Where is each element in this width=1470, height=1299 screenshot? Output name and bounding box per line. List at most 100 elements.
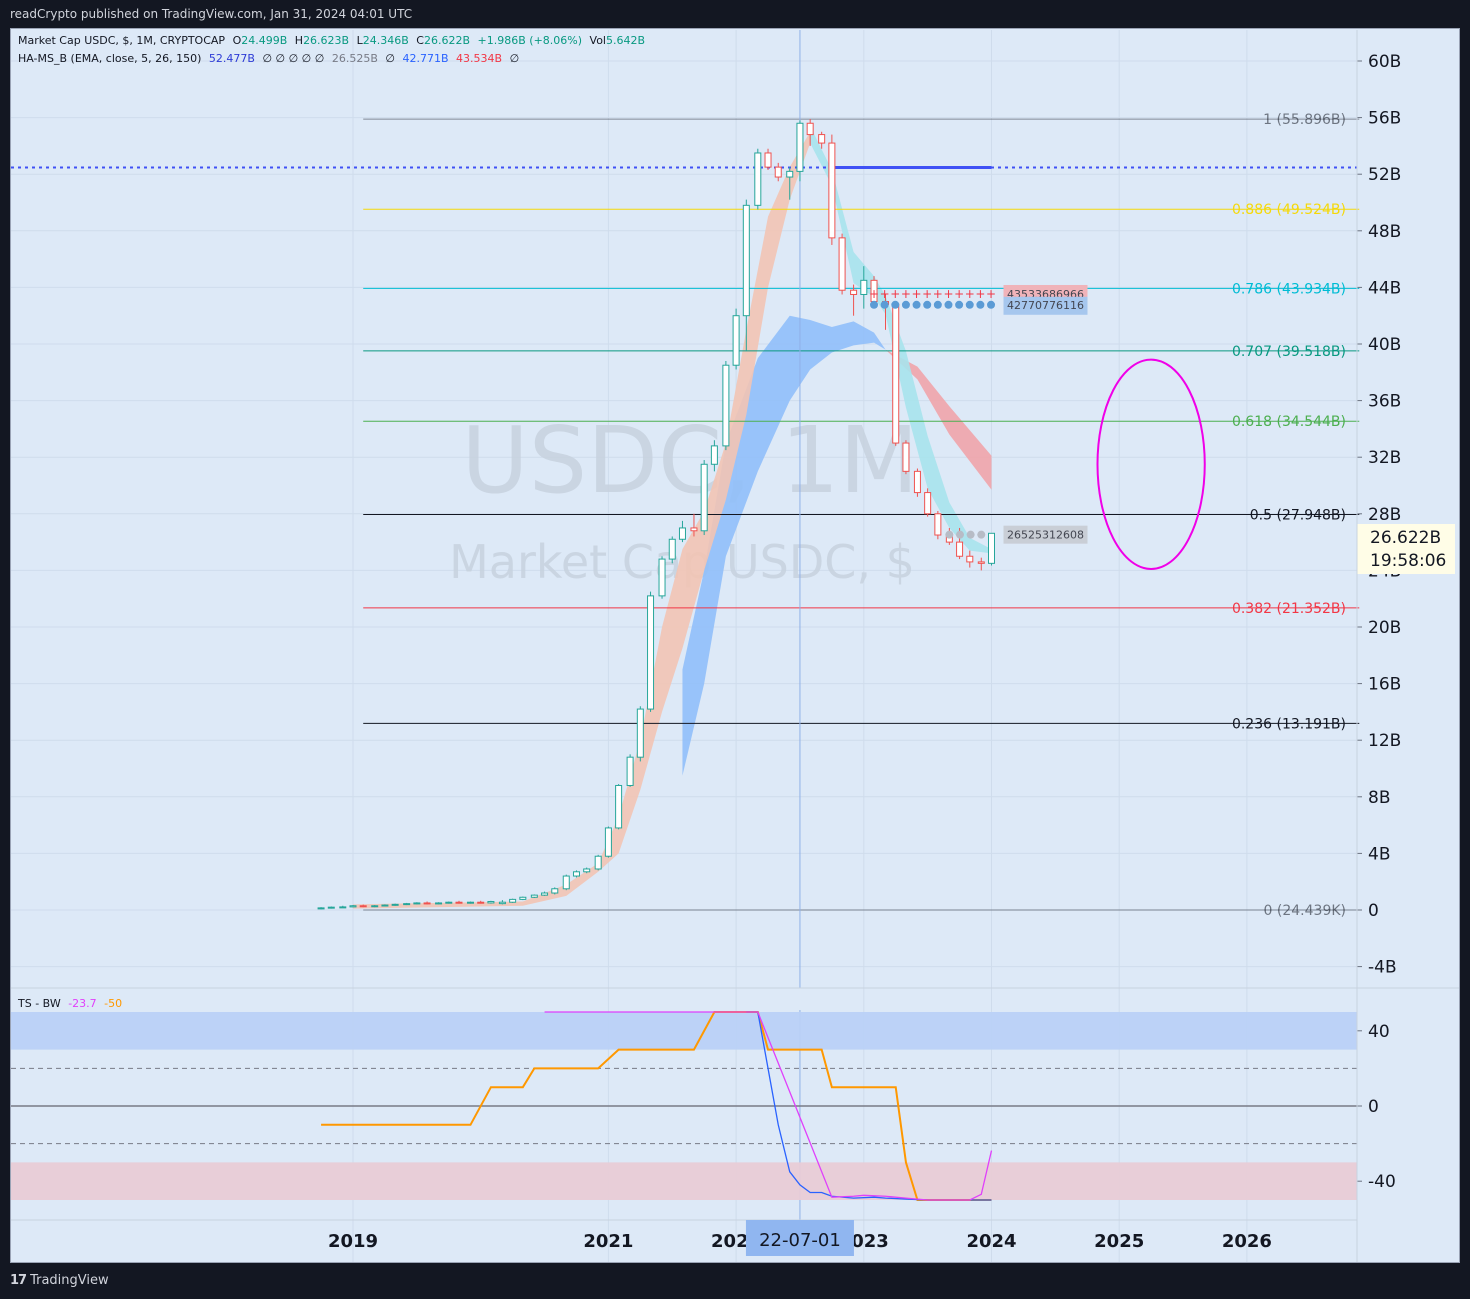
candle-body-43 [774,166,782,178]
fib-level-label-4: 0.618 (34.544B) [1232,414,1346,430]
candle-body-48 [828,142,836,239]
candle-body-58 [934,513,942,536]
legend-close-value: 26.622B [423,34,471,47]
price-axis-label-4: 12B [1368,731,1401,751]
legend-change: +1.986B (+8.06%) [477,34,583,47]
legend-low-label: L [356,34,363,47]
candle-body-22 [551,888,559,894]
marker-plus-0-9: + [965,287,975,301]
candle-body-34 [678,527,686,540]
indicator-legend-title: HA-MS_B (EMA, close, 5, 26, 150) [18,52,202,65]
price-label-bg [1357,524,1455,574]
marker-label-2: 26525312608 [1007,529,1084,542]
fib-level-label-7: 0.236 (13.191B) [1232,716,1346,732]
crosshair-time-label: 22-07-01 [759,1230,841,1251]
marker-dot-1-9 [965,300,974,309]
legend-volume-value: 5.642B [606,34,646,47]
marker-dot-1-4 [912,300,921,309]
time-axis-label-6: 2026 [1222,1231,1272,1252]
marker-dot-1-7 [944,300,953,309]
price-axis-label-13: 48B [1368,222,1401,242]
oscillator-band-0 [11,1012,1357,1050]
candle-body-40 [742,204,750,317]
indicator-empty-values: ∅ ∅ ∅ ∅ ∅ [262,52,325,65]
marker-plus-0-6: + [933,287,943,301]
annotation-circle [1096,358,1206,570]
candle-body-20 [530,894,538,898]
time-axis-label-1: 2021 [583,1231,633,1252]
marker-dot-1-11 [987,300,996,309]
candle-body-35 [690,527,698,532]
marker-plus-0-2: + [890,287,900,301]
candle-body-45 [796,122,804,172]
chart-frame[interactable] [10,28,1460,1263]
price-axis-label-9: 32B [1368,448,1401,468]
candle-body-13 [455,901,463,904]
marker-dot-1-10 [976,300,985,309]
candle-body-19 [519,896,527,900]
main-legend-title: Market Cap USDC, $, 1M, CRYPTOCAP [18,34,226,47]
price-axis [1357,60,1362,968]
price-axis-label-6: 20B [1368,618,1401,638]
footer-bar: 17 TradingView [0,1266,1470,1299]
candle-body-33 [668,538,676,560]
marker-dot-2-0 [945,530,954,539]
marker-plus-0-7: + [943,287,953,301]
candle-body-14 [466,901,474,904]
indicator-legend: HA-MS_B (EMA, close, 5, 26, 150) 52.477B… [18,52,523,65]
candle-body-10 [423,902,431,905]
marker-plus-0-5: + [922,287,932,301]
publisher-text: readCrypto published on TradingView.com,… [10,7,413,21]
crosshair-time-label-bg [745,1220,854,1256]
indicator-value-2: 26.525B [331,52,378,65]
fib-level-label-0: 1 (55.896B) [1263,112,1346,128]
time-axis-label-0: 2019 [328,1231,378,1252]
candle-body-44 [786,170,794,178]
candle-body-56 [913,470,921,494]
legend-volume: Vol5.642B [590,34,646,47]
candle-body-36 [700,463,708,532]
marker-dot-2-1 [955,530,964,539]
publisher-bar: readCrypto published on TradingView.com,… [0,0,1470,28]
marker-label-bg-2 [1003,525,1088,544]
candle-body-60 [956,541,964,557]
candle-body-25 [583,868,591,873]
price-axis-label-11: 40B [1368,335,1401,355]
candle-body-55 [902,442,910,472]
candle-body-12 [445,901,453,904]
legend-high-label: H [294,34,304,47]
marker-dot-1-1 [880,300,889,309]
marker-plus-0-3: + [901,287,911,301]
oscillator-series-magenta [544,1011,993,1201]
oscillator-legend-title: TS - BW [18,997,61,1010]
candle-body-29 [626,756,634,786]
fib-level-label-3: 0.707 (39.518B) [1232,344,1346,360]
fib-level-label-5: 0.5 (27.948B) [1250,508,1346,524]
price-axis-label-14: 52B [1368,165,1401,185]
legend-close: C26.622B [416,34,470,47]
price-axis-label-16: 60B [1368,52,1401,72]
candle-body-31 [647,595,655,710]
oscillator-pane [11,987,1459,1201]
marker-label-1: 42770776116 [1007,299,1084,312]
marker-plus-0-10: + [975,287,985,301]
oscillator-axis-label-2: -40 [1368,1172,1396,1192]
oscillator-axis-label-0: 40 [1368,1022,1390,1042]
candle-body-8 [403,903,411,906]
time-axis-label-4: 2024 [966,1231,1016,1252]
price-axis-label-5: 16B [1368,675,1401,695]
marker-dot-2-2 [966,530,975,539]
candle-body-5 [371,905,379,908]
oscillator-legend: TS - BW -23.7 -50 [18,997,126,1010]
candle-body-39 [732,315,740,366]
indicator-value-3: 42.771B [402,52,449,65]
price-axis-label-1: 0 [1368,901,1379,921]
price-axis-label-2: 4B [1368,844,1390,864]
candle-body-9 [413,902,421,905]
candle-body-46 [806,122,814,136]
candle-body-0 [317,907,325,910]
candle-body-51 [860,279,868,295]
candle-body-4 [359,905,367,908]
candle-body-54 [892,303,900,444]
